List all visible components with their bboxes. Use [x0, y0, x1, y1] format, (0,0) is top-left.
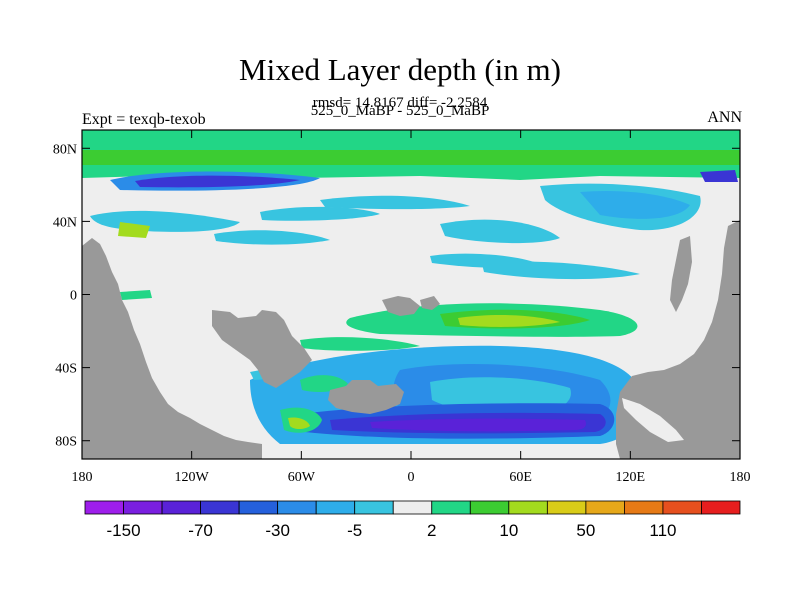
colorbar-box: [469, 500, 510, 515]
midlat-filament-6: [482, 261, 640, 280]
y-tick-label: 0: [70, 289, 77, 304]
season-label: ANN: [707, 109, 742, 126]
colorbar-box: [701, 500, 741, 515]
colorbar-label: 2: [427, 521, 436, 540]
x-tick-label: 120E: [616, 470, 646, 485]
x-tick-label: 60W: [288, 470, 316, 485]
x-tick-label: 60E: [509, 470, 532, 485]
colorbar-box: [84, 500, 124, 515]
colorbar-label: 110: [649, 521, 676, 540]
northern-streak-core: [135, 175, 300, 188]
midlat-filament-4: [214, 230, 330, 245]
colorbar-label: -150: [107, 521, 141, 540]
eastern-ridge: [670, 236, 692, 312]
stats-line: rmsd= 14.8167 diff= -2.2584: [312, 95, 488, 111]
eastern-coastal-inlet: [622, 398, 684, 442]
y-tick-label: 80S: [55, 435, 77, 450]
colorbar-label: -5: [347, 521, 362, 540]
northeast-blob-core: [580, 190, 690, 219]
colorbar: -150 -70 -30 -5 2 10 50 110: [84, 500, 741, 540]
equatorial-islet: [420, 296, 440, 310]
colorbar-box: [546, 500, 587, 515]
colorbar-box: [624, 500, 664, 515]
central-island: [212, 310, 312, 388]
colorbar-box: [161, 500, 201, 515]
y-tick-label: 80N: [53, 142, 77, 157]
colorbar-label: 10: [499, 521, 518, 540]
tropical-band-core: [458, 315, 560, 327]
colorbar-box: [200, 500, 240, 515]
plot-title: Mixed Layer depth (in m): [239, 52, 561, 87]
midlat-filament-2: [320, 195, 470, 210]
colorbar-box: [354, 500, 394, 515]
colorbar-label: -70: [188, 521, 213, 540]
colorbar-box: [662, 500, 702, 515]
colorbar-box: [277, 500, 317, 515]
colorbar-box: [508, 500, 548, 515]
map-field: [82, 130, 740, 459]
south-yellow-patch: [288, 417, 310, 429]
west-tropical-patch: [120, 290, 152, 300]
southern-island: [328, 380, 404, 414]
midlat-filament-1: [260, 206, 380, 221]
colorbar-box: [392, 500, 433, 515]
x-tick-label: 0: [408, 470, 415, 485]
midlat-filament-3: [440, 219, 560, 244]
colorbar-box: [238, 500, 279, 515]
eastern-continent: [616, 220, 740, 459]
x-tick-label: 180: [72, 470, 93, 485]
y-tick-label: 40N: [53, 215, 77, 230]
colorbar-box: [431, 500, 471, 515]
colorbar-label: -30: [265, 521, 290, 540]
colorbar-label: 50: [576, 521, 595, 540]
northeast-patch: [700, 170, 738, 182]
circumpolar-deep-core: [370, 418, 586, 432]
colorbar-box: [585, 500, 625, 515]
x-tick-label: 120W: [175, 470, 210, 485]
y-tick-label: 40S: [55, 362, 77, 377]
case-line: 525_0_MaBP - 525_0_MaBP: [310, 103, 490, 119]
equatorial-island: [382, 296, 420, 316]
arctic-band-inner: [82, 150, 740, 168]
experiment-label: Expt = texqb-texob: [82, 111, 206, 128]
x-tick-label: 180: [730, 470, 751, 485]
arctic-band: [82, 130, 740, 152]
colorbar-box: [123, 500, 163, 515]
axis-ticks: 180 120W 60W 0 60E 120E 180 80N 40N 0 40S 80S: [53, 130, 751, 485]
land-masses: [82, 220, 740, 459]
colorbar-box: [315, 500, 356, 515]
south-green-patch-2: [300, 375, 348, 392]
northwest-yellow-patch: [118, 222, 150, 238]
south-tropical-streak: [300, 337, 420, 351]
western-continent: [82, 238, 262, 459]
